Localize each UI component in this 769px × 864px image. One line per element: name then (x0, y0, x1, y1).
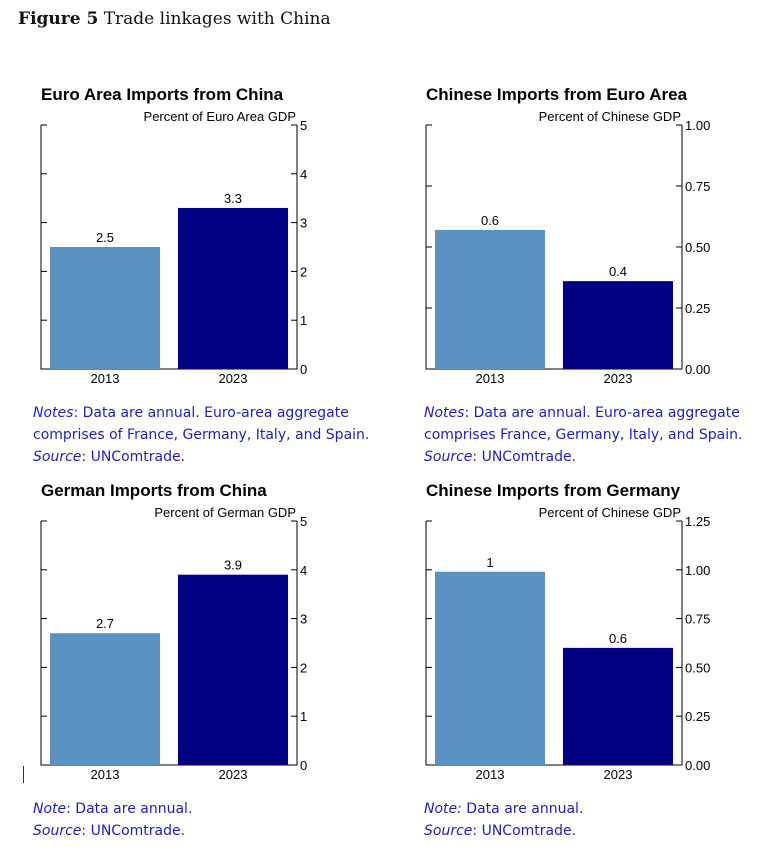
bar (49, 633, 161, 765)
note-label: Notes (33, 405, 74, 421)
y-axis-label: Percent of Chinese GDP (539, 109, 681, 124)
bar (177, 207, 289, 369)
x-tick-label: 2023 (219, 371, 248, 386)
x-tick-label: 2013 (476, 371, 505, 386)
y-tick-label: 1.00 (685, 118, 710, 133)
source-text: : UNComtrade. (81, 449, 186, 465)
note-text: Data are annual. (461, 801, 584, 817)
bar (562, 281, 674, 369)
y-tick-label: 1.00 (685, 563, 710, 578)
chart-title: German Imports from China (41, 481, 267, 500)
axis-frame (40, 125, 298, 370)
x-tick-label: 2013 (91, 371, 120, 386)
y-tick-label: 4 (300, 563, 307, 578)
y-tick-label: 3 (300, 216, 307, 231)
x-tick-label: 2013 (91, 767, 120, 782)
source-label: Source (424, 449, 473, 465)
chart-note: Notes: Data are annual. Euro-area aggreg… (424, 402, 769, 468)
bar (434, 571, 546, 765)
chart-title: Euro Area Imports from China (41, 85, 284, 104)
bar (434, 229, 546, 369)
figure-title-text: Trade linkages with China (103, 9, 331, 29)
y-axis-label: Percent of German GDP (154, 505, 296, 520)
y-tick-label: 1 (300, 709, 307, 724)
axis-frame (425, 521, 683, 766)
y-tick-label: 0 (300, 362, 307, 377)
x-tick-label: 2013 (476, 767, 505, 782)
chart-svg: Chinese Imports from Germany Percent of C… (425, 481, 710, 782)
data-label: 3.3 (224, 191, 242, 206)
chart-title: Chinese Imports from Germany (426, 481, 681, 500)
note-text: : Data are annual. (66, 801, 193, 817)
y-tick-label: 0.25 (685, 709, 710, 724)
bar (49, 247, 161, 369)
data-label: 0.6 (609, 631, 627, 646)
y-tick-label: 0.25 (685, 301, 710, 316)
chart-svg: Chinese Imports from Euro Area Percent of… (425, 85, 710, 386)
data-label: 0.4 (609, 264, 627, 279)
data-label: 3.9 (224, 558, 242, 573)
note-text: : Data are annual. Euro-area aggregate c… (33, 405, 370, 443)
y-tick-label: 2 (300, 660, 307, 675)
y-tick-label: 0.50 (685, 240, 710, 255)
chart-svg: Euro Area Imports from China Percent of E… (40, 85, 307, 386)
chart-panel-german-imports: German Imports from China Percent of Germ… (28, 474, 358, 782)
chart-panel-chinese-imports-euro: Chinese Imports from Euro Area Percent of… (413, 78, 743, 386)
source-text: : UNComtrade. (472, 449, 577, 465)
y-tick-label: 0.50 (685, 660, 710, 675)
y-tick-label: 2 (300, 264, 307, 279)
note-label: Note: (424, 801, 462, 817)
y-tick-label: 0.00 (685, 758, 710, 773)
y-tick-label: 3 (300, 612, 307, 627)
stray-mark (23, 766, 24, 783)
note-label: Note (33, 801, 67, 817)
axis-frame (40, 521, 298, 766)
chart-svg: German Imports from China Percent of Germ… (40, 481, 307, 782)
bar (177, 574, 289, 765)
data-label: 2.7 (96, 616, 114, 631)
note-text: : Data are annual. Euro-area aggregate c… (424, 405, 743, 443)
bar (562, 647, 674, 765)
source-text: : UNComtrade. (472, 823, 577, 839)
chart-title: Chinese Imports from Euro Area (426, 85, 688, 104)
data-label: 2.5 (96, 230, 114, 245)
y-axis-label: Percent of Chinese GDP (539, 505, 681, 520)
chart-panel-chinese-imports-germany: Chinese Imports from Germany Percent of C… (413, 474, 743, 782)
y-axis-label: Percent of Euro Area GDP (144, 109, 296, 124)
data-label: 1 (486, 555, 493, 570)
note-label: Notes (424, 405, 465, 421)
y-tick-label: 0.75 (685, 179, 710, 194)
y-tick-label: 0.75 (685, 612, 710, 627)
y-tick-label: 5 (300, 514, 307, 529)
x-tick-label: 2023 (604, 371, 633, 386)
figure-label: Figure 5 (18, 9, 99, 29)
y-tick-label: 5 (300, 118, 307, 133)
source-label: Source (33, 449, 82, 465)
y-tick-label: 1 (300, 313, 307, 328)
x-tick-label: 2023 (219, 767, 248, 782)
x-tick-label: 2023 (604, 767, 633, 782)
source-label: Source (424, 823, 473, 839)
y-tick-label: 0 (300, 758, 307, 773)
chart-panel-euro-imports: Euro Area Imports from China Percent of E… (28, 78, 358, 386)
figure-title: Figure 5 Trade linkages with China (18, 9, 331, 29)
data-label: 0.6 (481, 213, 499, 228)
source-text: : UNComtrade. (81, 823, 186, 839)
source-label: Source (33, 823, 82, 839)
chart-note: Note: Data are annual. Source: UNComtrad… (33, 798, 378, 842)
y-tick-label: 0.00 (685, 362, 710, 377)
y-tick-label: 1.25 (685, 514, 710, 529)
y-tick-label: 4 (300, 167, 307, 182)
chart-note: Note: Data are annual. Source: UNComtrad… (424, 798, 769, 842)
chart-note: Notes: Data are annual. Euro-area aggreg… (33, 402, 378, 468)
